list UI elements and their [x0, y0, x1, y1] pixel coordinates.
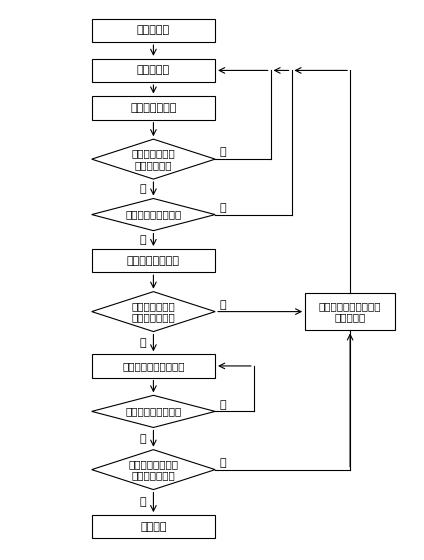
Bar	[92, 249, 215, 272]
Text: 用户切换帧计数器自增: 用户切换帧计数器自增	[122, 361, 185, 371]
Text: 当前帧皮肤检测: 当前帧皮肤检测	[130, 103, 177, 113]
Text: 否: 否	[219, 400, 226, 410]
Polygon shape	[92, 139, 215, 179]
Text: 读卡器有插卡动作？: 读卡器有插卡动作？	[126, 209, 181, 220]
Text: 否: 否	[219, 203, 226, 213]
Bar	[92, 96, 215, 120]
Text: 是: 是	[139, 184, 146, 194]
Bar	[92, 515, 215, 538]
Text: 是: 是	[139, 497, 146, 507]
Text: 皮肤最大团块面
积超过阈值？: 皮肤最大团块面 积超过阈值？	[131, 148, 175, 170]
Text: 是: 是	[139, 433, 146, 444]
Text: 采集第一帧: 采集第一帧	[137, 66, 170, 76]
Bar	[92, 19, 215, 42]
Text: 用户切换帧计数器
数值小于阈值？: 用户切换帧计数器 数值小于阈值？	[128, 459, 179, 480]
Bar	[92, 59, 215, 82]
Bar	[92, 354, 215, 377]
Text: 否: 否	[219, 147, 226, 157]
Text: 是: 是	[139, 235, 146, 245]
Text: 读卡器有取卡动作？: 读卡器有取卡动作？	[126, 407, 181, 417]
Text: 皮肤团块跟踪检测: 皮肤团块跟踪检测	[127, 255, 180, 265]
Text: 否: 否	[219, 458, 226, 468]
Text: 参数初始化: 参数初始化	[137, 26, 170, 35]
Polygon shape	[92, 450, 215, 489]
Text: 皮肤团块运动到
屏幕左侧消失？: 皮肤团块运动到 屏幕左侧消失？	[131, 301, 175, 323]
Polygon shape	[92, 395, 215, 427]
Text: 用户切换帧计数器初始
化为最大值: 用户切换帧计数器初始 化为最大值	[319, 301, 381, 323]
Text: 否: 否	[219, 300, 226, 310]
Polygon shape	[92, 292, 215, 332]
Polygon shape	[92, 198, 215, 231]
Text: 调包报警: 调包报警	[140, 522, 167, 532]
Text: 是: 是	[139, 338, 146, 348]
Bar	[305, 293, 395, 330]
